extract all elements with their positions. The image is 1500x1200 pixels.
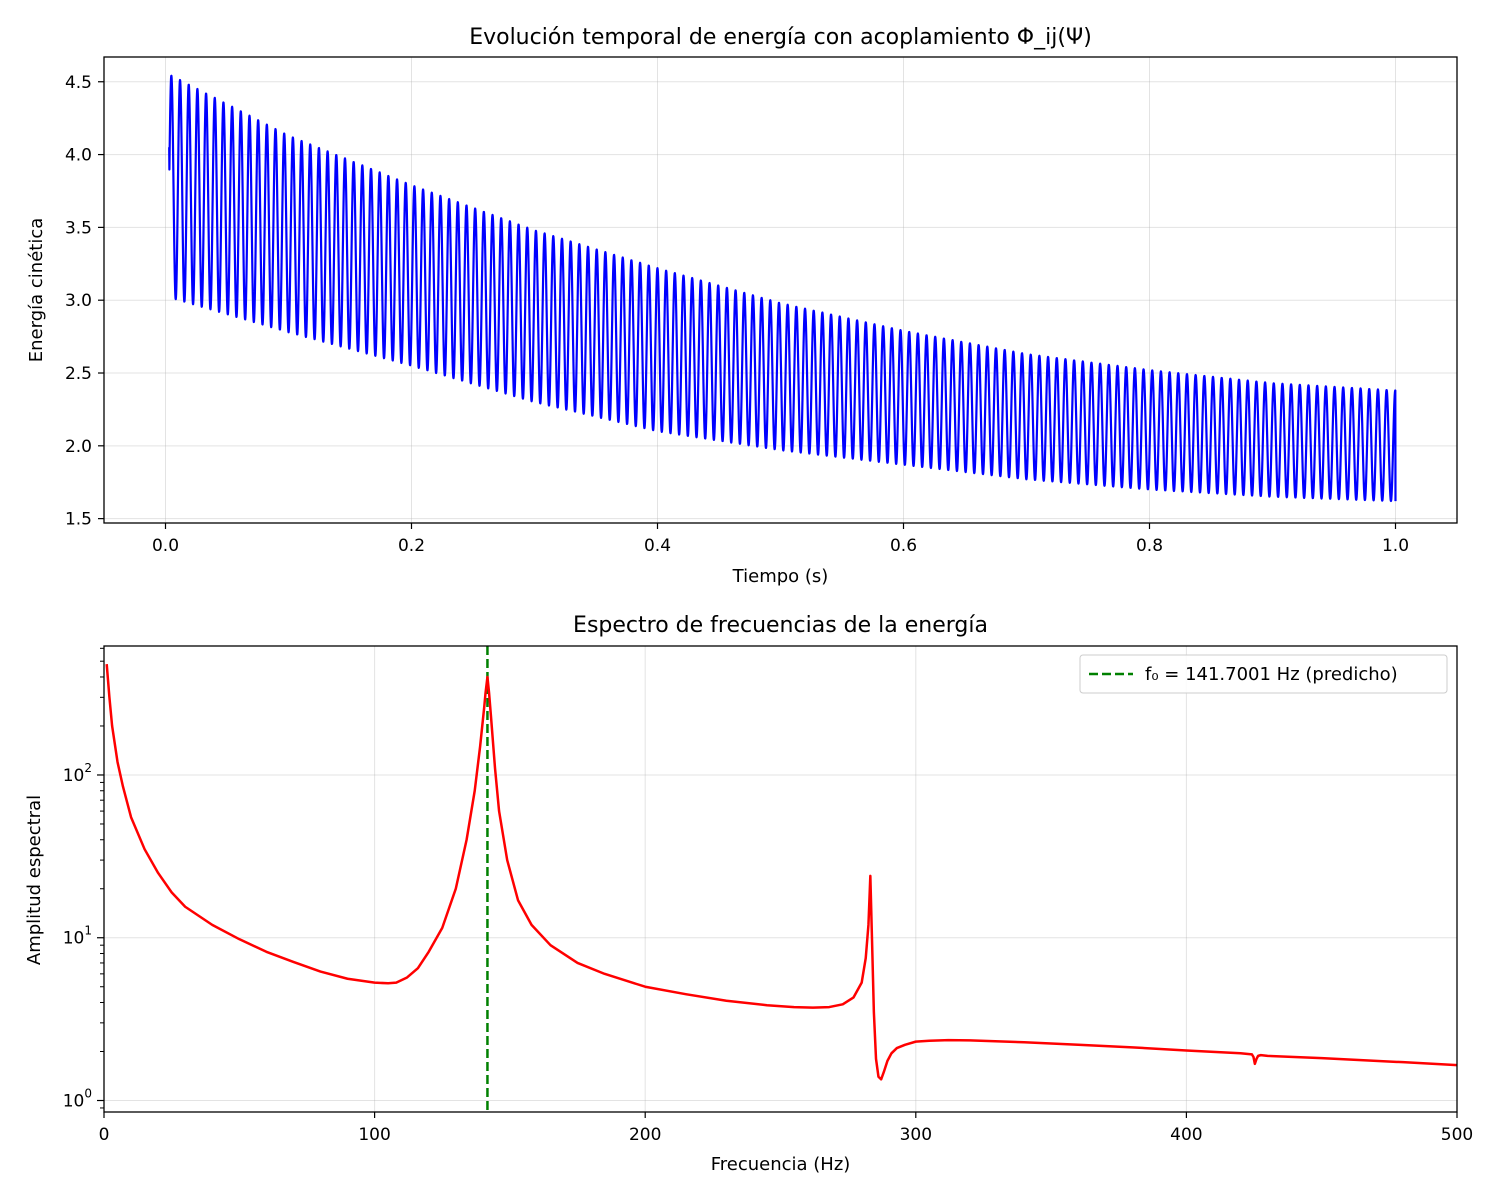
chart2-axes-frame: [103, 645, 1458, 1113]
chart2-title: Espectro de frecuencias de la energía: [573, 613, 988, 638]
chart2-legend: f₀ = 141.7001 Hz (predicho): [1079, 654, 1448, 694]
chart1-ytick-label: 4.0: [65, 146, 92, 166]
chart2-ylabel: Amplitud espectral: [24, 795, 45, 965]
chart2-xlabel: Frecuencia (Hz): [711, 1154, 851, 1175]
chart1-ylabel: Energía cinética: [26, 218, 47, 362]
chart2-grid: [103, 646, 1458, 1112]
chart1-xtick-label: 0.8: [1136, 536, 1163, 556]
chart1-ytick-label: 4.5: [65, 73, 92, 93]
chart2-xtick-label: 200: [629, 1125, 661, 1145]
chart1-xtick-label: 0.2: [398, 536, 425, 556]
chart1-ytick-label: 3.5: [65, 218, 92, 238]
chart1-ytick-label: 2.0: [65, 437, 92, 457]
chart1-ytick-label: 3.0: [65, 291, 92, 311]
spectrum-chart: 0 100 200 300 400 500 100 101 102 Espectro de fr…: [24, 613, 1473, 1175]
chart2-ytick-label: 101: [63, 924, 92, 949]
chart2-xtick-label: 100: [358, 1125, 390, 1145]
legend-box: [1079, 654, 1448, 694]
chart1-xtick-label: 0.6: [890, 536, 917, 556]
chart1-xlabel: Tiempo (s): [732, 566, 829, 587]
chart1-series-line: [168, 74, 1397, 503]
chart2-ticks: 0 100 200 300 400 500 100 101 102: [63, 647, 1473, 1145]
chart1-axes-frame: [103, 56, 1458, 524]
chart1-ytick-label: 2.5: [65, 364, 92, 384]
chart2-xtick-label: 500: [1441, 1125, 1473, 1145]
chart1-xtick-label: 0.0: [152, 536, 179, 556]
chart1-ytick-label: 1.5: [65, 510, 92, 530]
chart1-ticks: 0.0 0.2 0.4 0.6 0.8 1.0 1.5 2.0 2.5 3.0 3.5 4.0 4.5: [65, 73, 1409, 556]
chart2-series-line: [105, 663, 1458, 1081]
chart1-xtick-label: 0.4: [644, 536, 671, 556]
chart2-xtick-label: 300: [900, 1125, 932, 1145]
chart2-xtick-label: 0: [99, 1125, 110, 1145]
chart2-ytick-label: 102: [63, 761, 92, 786]
chart2-ytick-label: 100: [63, 1087, 92, 1112]
chart2-xtick-label: 400: [1170, 1125, 1202, 1145]
chart1-xtick-label: 1.0: [1382, 536, 1409, 556]
chart1-title: Evolución temporal de energía con acopla…: [469, 25, 1092, 50]
legend-label: f₀ = 141.7001 Hz (predicho): [1145, 664, 1398, 685]
